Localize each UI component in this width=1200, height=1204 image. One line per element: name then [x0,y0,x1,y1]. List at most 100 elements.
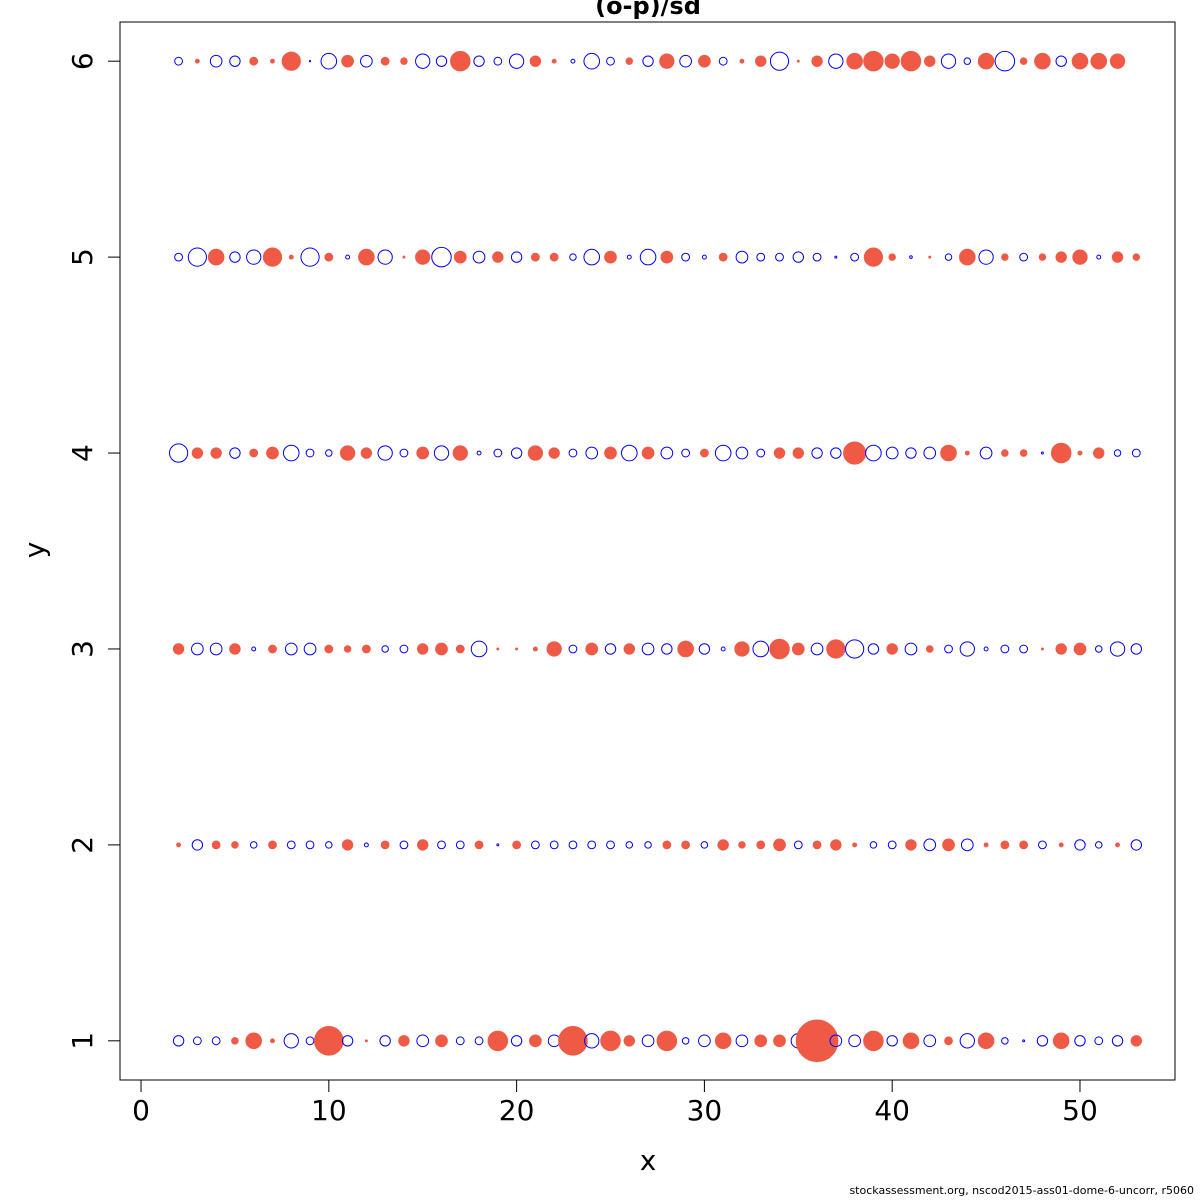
bubble-positive [884,53,900,69]
bubble-negative [325,449,333,457]
bubble-negative [211,1036,221,1046]
bubble-positive [341,839,354,851]
bubble-negative [1019,252,1029,262]
bubble-negative [1109,641,1126,657]
bubble-positive [324,644,334,654]
bubble-negative [775,252,784,262]
y-tick-label: 5 [66,248,99,266]
bubble-positive [717,839,729,851]
bubble-negative [435,55,448,67]
bubble-negative [377,249,393,265]
bubble-negative [865,444,882,462]
bubble-negative [283,1033,299,1049]
bubble-positive [944,1036,953,1046]
bubble-positive [1019,449,1028,457]
bubble-positive [964,450,970,456]
bubble-positive [1055,643,1067,655]
bubble-positive [530,252,540,262]
bubble-positive [176,842,182,848]
bubble-negative [493,448,503,458]
bubble-positive [450,50,471,72]
bubble-negative [399,448,409,458]
bubble-positive [756,840,766,850]
bubble-positive [863,1030,884,1052]
bubble-negative [905,447,917,459]
bubble-positive [532,646,538,652]
footer: stockassessment.org, nscod2015-ass01-dom… [849,1184,1194,1197]
bubble-positive [343,645,352,653]
bubble-positive [380,840,390,850]
bubble-negative [172,1035,185,1047]
bubble-positive [1040,647,1044,651]
bubble-negative [714,444,732,462]
bubble-negative [959,1033,975,1049]
bubble-positive [1115,842,1120,848]
bubble-positive [846,52,863,70]
bubble-positive [681,840,691,850]
bubble-negative [583,248,601,266]
bubble-negative [850,252,860,262]
bubble-positive [1130,1035,1143,1047]
bubble-positive [548,447,560,459]
bubble-positive [364,1039,368,1043]
chart-title: (o-p)/sd [595,0,701,20]
bubble-positive [1072,249,1088,265]
bubble-negative [679,54,692,68]
bubble-negative [300,247,320,267]
bubble-negative [963,57,972,65]
bubble-negative [1094,1036,1104,1046]
bubble-positive [940,444,957,462]
bubble-positive [656,1030,678,1052]
bubble-positive [229,643,241,655]
bubble-negative [698,643,711,655]
bubble-positive [928,255,932,259]
bubble-positive [281,51,301,71]
y-tick-label: 1 [66,1032,99,1050]
bubble-negative [959,641,975,657]
bubble-negative [904,642,918,656]
bubble-negative [867,643,880,655]
bubble-positive [288,254,294,260]
bubble-negative [192,1036,202,1046]
bubble-positive [754,1034,768,1048]
y-tick-label: 6 [66,52,99,70]
bubble-negative [286,840,296,850]
bubble-positive [604,446,617,460]
bubble-negative [476,450,482,456]
bubble-positive [249,448,259,458]
bubble-positive [435,642,448,656]
bubble-negative [433,445,450,461]
bubble-positive [402,255,406,259]
bubble-positive [983,842,989,848]
bubble-positive [942,838,955,852]
bubble-positive [738,841,746,849]
bubble-negative [360,54,373,68]
bubble-positive [361,644,371,654]
bubble-negative [869,841,878,849]
bubble-negative [661,643,673,655]
bubble-negative [305,448,315,458]
bubble-positive [191,447,204,459]
bubble-positive [604,250,617,264]
bubble-negative [399,644,409,654]
x-tick-label: 10 [311,1094,347,1127]
bubble-negative [752,640,770,658]
y-tick-label: 3 [66,640,99,658]
bubble-negative [191,839,204,851]
bubble-positive [231,1037,239,1045]
bubble-positive [551,58,557,64]
bubble-negative [583,52,601,70]
bubble-negative [455,1036,465,1046]
bubble-positive [830,839,842,851]
bubble-negative [320,52,338,70]
bubble-negative [191,642,204,656]
bubble-positive [1077,450,1083,456]
bubble-negative [1001,1037,1009,1045]
bubble-negative [1036,1035,1049,1047]
bubble-negative [681,448,691,458]
bubble-negative [437,840,446,850]
bubble-negative [510,447,523,459]
bubble-positive [207,248,225,266]
bubble-positive [600,1030,621,1052]
